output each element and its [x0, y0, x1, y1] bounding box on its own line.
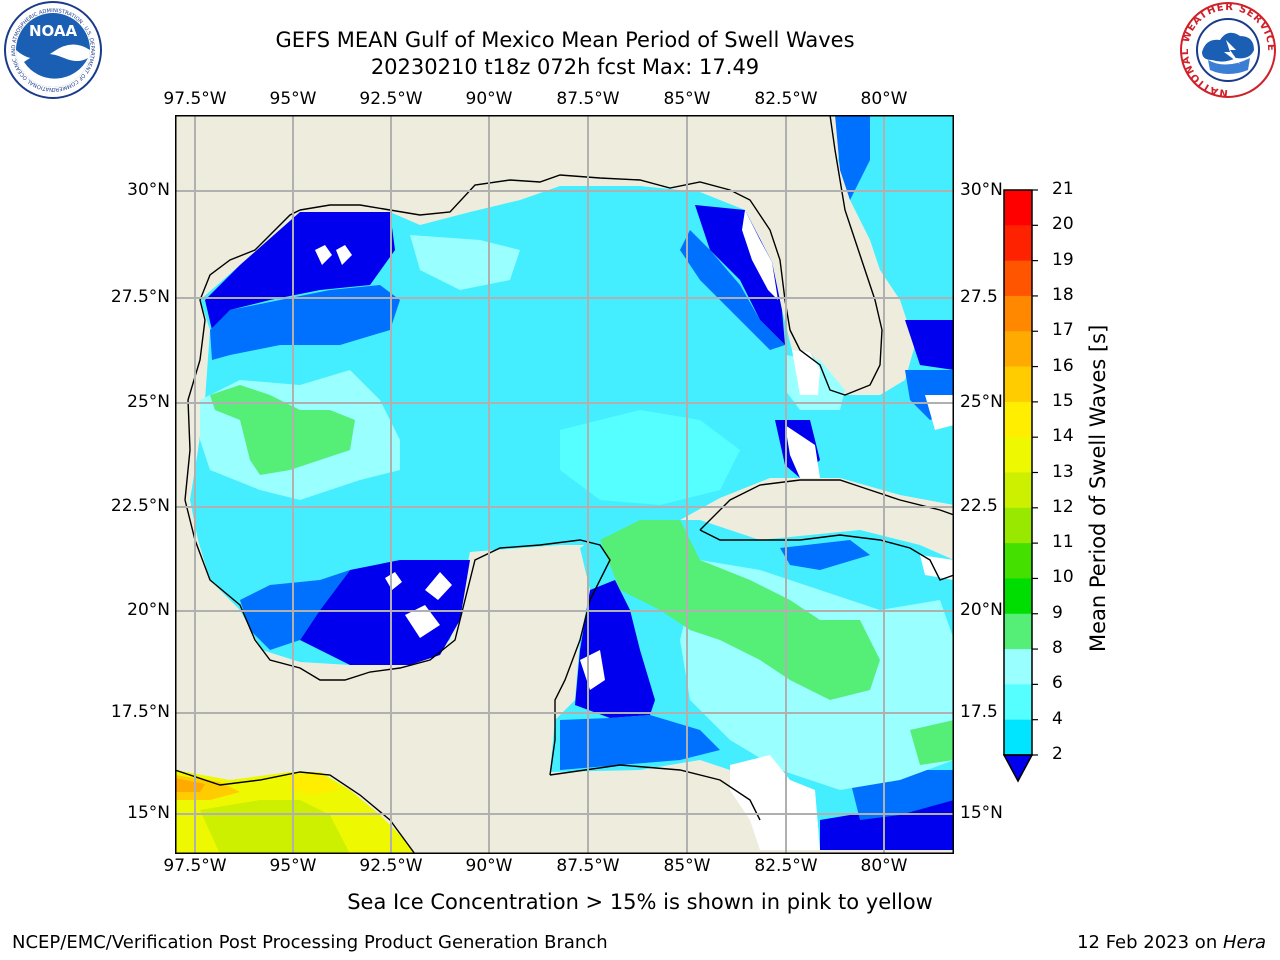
lat-label: 30°N [960, 180, 1003, 200]
colorbar-tick-label: 11 [1052, 532, 1074, 553]
lon-label: 87.5°W [556, 856, 620, 876]
lat-label: 20°N [960, 600, 1003, 620]
colorbar-tick-label: 4 [1052, 708, 1063, 729]
lon-label: 80°W [860, 89, 908, 109]
lon-label: 90°W [465, 89, 513, 109]
colorbar-tick-label: 8 [1052, 638, 1063, 659]
map-title: GEFS MEAN Gulf of Mexico Mean Period of … [275, 28, 855, 52]
lat-label: 15°N [960, 803, 1003, 823]
colorbar-bin [1004, 613, 1032, 650]
gulf-map [175, 115, 954, 854]
lon-label: 85°W [663, 856, 711, 876]
colorbar-tick-label: 15 [1052, 390, 1074, 411]
colorbar-tick-label: 21 [1052, 179, 1074, 199]
colorbar-tick-label: 10 [1052, 567, 1074, 588]
colorbar-bin [1004, 331, 1032, 368]
lon-label: 82.5°W [754, 856, 818, 876]
colorbar-bin [1004, 543, 1032, 579]
lat-label: 25°N [960, 392, 1003, 412]
colorbar-bin [1004, 260, 1032, 297]
colorbar-tick-label: 20 [1052, 214, 1074, 235]
colorbar [1002, 189, 1038, 783]
colorbar-tick-label: 6 [1052, 673, 1063, 694]
colorbar-tick-label: 2 [1052, 744, 1063, 764]
map-subtitle-run: 20230210 t18z 072h fcst Max: 17.49 [370, 55, 760, 79]
colorbar-tick-label: 13 [1052, 461, 1074, 482]
colorbar-tick-label: 16 [1052, 355, 1074, 376]
colorbar-tick-label: 18 [1052, 284, 1074, 305]
lon-label: 97.5°W [163, 89, 227, 109]
lat-label: 20°N [127, 600, 170, 620]
colorbar-bin [1004, 507, 1032, 544]
lon-label: 97.5°W [163, 856, 227, 876]
lon-label: 80°W [860, 856, 908, 876]
lat-label: 27.5 [960, 287, 998, 307]
footer-credit: NCEP/EMC/Verification Post Processing Pr… [12, 932, 608, 953]
colorbar-bin [1004, 401, 1032, 438]
lon-label: 82.5°W [754, 89, 818, 109]
lon-label: 95°W [269, 856, 317, 876]
lat-label: 27.5°N [110, 287, 170, 307]
period-band-2s [205, 212, 395, 330]
colorbar-tick-label: 17 [1052, 320, 1074, 341]
lat-label: 30°N [127, 180, 170, 200]
map-frame [175, 115, 954, 854]
colorbar-label: Mean Period of Swell Waves [s] [1086, 324, 1110, 652]
lon-label: 85°W [663, 89, 711, 109]
lon-label: 87.5°W [556, 89, 620, 109]
colorbar-bin [1004, 366, 1032, 403]
lat-label: 22.5 [960, 496, 998, 516]
sea-ice-note: Sea Ice Concentration > 15% is shown in … [347, 890, 933, 914]
colorbar-bin [1004, 649, 1032, 685]
footer-date: 12 Feb 2023 on Hera [1077, 932, 1266, 953]
nws-logo: NATIONAL WEATHER SERVICE [1180, 2, 1276, 98]
graticule [175, 115, 954, 854]
colorbar-tick-label: 14 [1052, 426, 1074, 447]
lon-label: 95°W [269, 89, 317, 109]
colorbar-bin [1004, 719, 1032, 756]
lat-label: 25°N [127, 392, 170, 412]
noaa-logo: NOAA NATIONAL OCEANIC AND ATMOSPHERIC AD… [2, 0, 102, 99]
lon-label: 90°W [465, 856, 513, 876]
colorbar-tick-label: 9 [1052, 602, 1063, 623]
colorbar-bin [1004, 295, 1032, 332]
noaa-logo-text: NOAA [29, 22, 78, 40]
colorbar-tick-label: 19 [1052, 249, 1074, 270]
colorbar-bin [1004, 190, 1032, 226]
colorbar-bin [1004, 578, 1032, 615]
colorbar-bin [1004, 684, 1032, 721]
period-band-9s [210, 385, 355, 475]
colorbar-bin [1004, 472, 1032, 509]
lat-label: 17.5 [960, 702, 998, 722]
lat-label: 22.5°N [110, 496, 170, 516]
lon-label: 92.5°W [359, 856, 423, 876]
lat-label: 15°N [127, 803, 170, 823]
colorbar-bin [1004, 437, 1032, 473]
lat-label: 17.5°N [110, 702, 170, 722]
colorbar-bin [1004, 225, 1032, 262]
lon-label: 92.5°W [359, 89, 423, 109]
colorbar-tick-label: 12 [1052, 496, 1074, 517]
colorbar-extend [1002, 754, 1034, 783]
